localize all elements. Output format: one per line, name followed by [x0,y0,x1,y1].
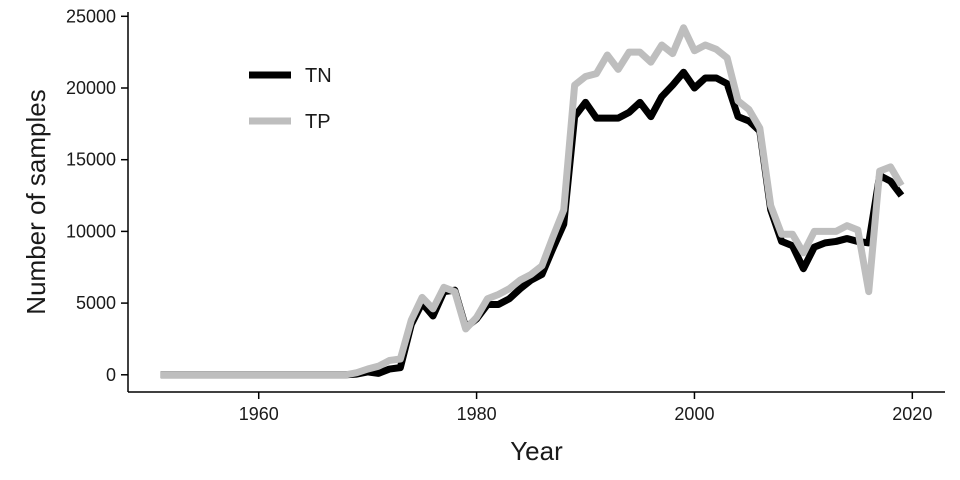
x-tick-label: 1980 [457,404,497,424]
x-tick-label: 2020 [892,404,932,424]
x-axis-ticks: 1960 1980 2000 2020 [239,392,932,424]
y-axis-ticks: 0 5000 10000 15000 20000 25000 [66,6,128,385]
series-line-tp [160,24,905,379]
series-layer [160,24,905,379]
plot-area: 0 5000 10000 15000 20000 25000 1960 1980 2000 20… [66,6,945,424]
y-axis-title: Number of samples [21,89,51,314]
y-tick-label: 10000 [66,221,116,241]
y-tick-label: 0 [106,365,116,385]
legend-label-tp: TP [305,111,331,133]
y-tick-label: 15000 [66,150,116,170]
y-tick-label: 5000 [76,293,116,313]
legend: TN TP [249,65,332,133]
x-tick-label: 1960 [239,404,279,424]
y-tick-label: 25000 [66,6,116,26]
legend-label-tn: TN [305,65,332,87]
y-tick-label: 20000 [66,78,116,98]
x-tick-label: 2000 [674,404,714,424]
x-axis-title: Year [510,436,563,466]
